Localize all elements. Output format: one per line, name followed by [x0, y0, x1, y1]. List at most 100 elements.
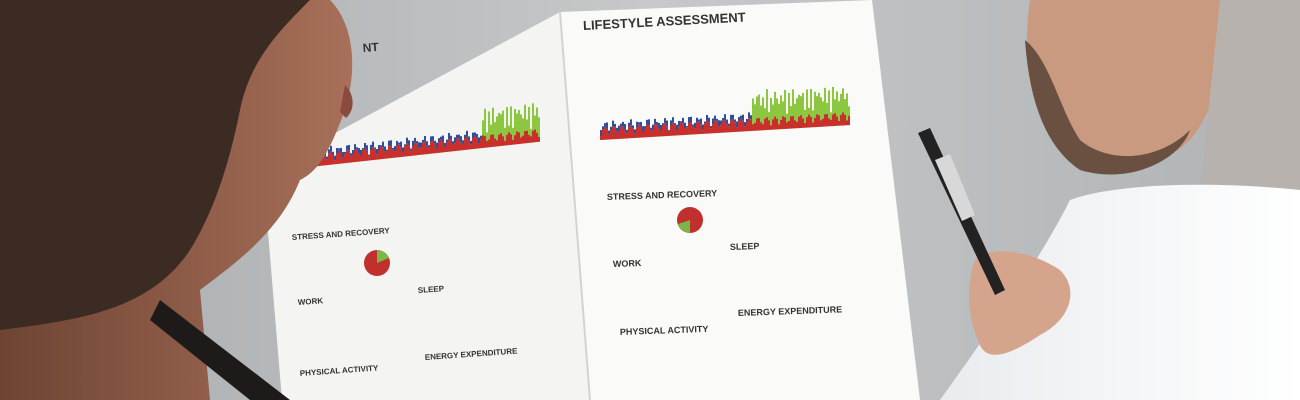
chart-stripe	[430, 136, 432, 143]
chart-stripe	[672, 117, 674, 123]
chart-stripe	[758, 118, 760, 131]
chart-stripe	[664, 118, 666, 124]
chart-stripe	[352, 150, 354, 155]
chart-stripe	[700, 124, 702, 134]
chart-stripe	[698, 121, 700, 135]
chart-stripe	[326, 159, 328, 166]
chart-stripe	[502, 110, 504, 137]
chart-stripe	[390, 140, 392, 146]
chart-stripe	[536, 107, 538, 133]
chart-stripe	[340, 147, 342, 153]
chart-stripe	[376, 154, 378, 160]
chart-stripe	[454, 137, 456, 144]
chart-stripe	[658, 127, 660, 137]
chart-stripe	[614, 127, 616, 140]
chart-stripe	[610, 130, 612, 140]
chart-stripe	[348, 150, 350, 163]
section-title: SLEEP	[418, 284, 445, 295]
chart-stripe	[508, 125, 510, 133]
chart-stripe	[792, 116, 794, 129]
chart-stripe	[770, 97, 772, 126]
chart-stripe	[730, 114, 732, 121]
chart-stripe	[504, 127, 506, 141]
chart-stripe	[740, 115, 742, 119]
chart-stripe	[674, 123, 676, 125]
chart-stripe	[452, 141, 454, 145]
chart-stripe	[620, 123, 622, 127]
chart-stripe	[674, 124, 676, 136]
chart-stripe	[834, 99, 836, 114]
chart-stripe	[346, 145, 348, 151]
chart-stripe	[816, 114, 818, 128]
chart-stripe	[394, 146, 396, 152]
chart-stripe	[396, 146, 398, 158]
chart-stripe	[812, 110, 814, 123]
chart-stripe	[610, 126, 612, 131]
chart-stripe	[794, 120, 796, 129]
section-title: PHYSICAL ACTIVITY	[620, 324, 709, 337]
chart-stripe	[644, 128, 646, 138]
chart-stripe	[352, 154, 354, 163]
chart-stripe	[402, 147, 404, 153]
chart-stripe	[748, 118, 750, 132]
chart-stripe	[484, 108, 486, 137]
chart-stripe	[400, 141, 402, 148]
chart-stripe	[464, 134, 466, 139]
chart-stripe	[652, 129, 654, 137]
chart-stripe	[676, 124, 678, 131]
chart-stripe	[800, 96, 802, 116]
chart-stripe	[460, 142, 462, 151]
chart-stripe	[714, 120, 716, 134]
chart-stripe	[624, 129, 626, 139]
chart-stripe	[774, 116, 776, 130]
chart-stripe	[802, 92, 804, 119]
chart-stripe	[720, 125, 722, 133]
chart-stripe	[796, 121, 798, 129]
chart-stripe	[534, 115, 536, 130]
chart-stripe	[790, 116, 792, 129]
chart-stripe	[384, 146, 386, 152]
chart-stripe	[686, 127, 688, 135]
chart-stripe	[846, 93, 848, 121]
chart-stripe	[716, 121, 718, 134]
chart-stripe	[486, 140, 488, 148]
chart-stripe	[518, 109, 520, 133]
chart-stripe	[354, 149, 356, 163]
chart-stripe	[734, 119, 736, 123]
chart-stripe	[832, 86, 834, 115]
chart-stripe	[632, 128, 634, 139]
chart-stripe	[510, 134, 512, 145]
chart-stripe	[732, 114, 734, 120]
chart-stripe	[704, 121, 706, 124]
chart-stripe	[516, 113, 518, 132]
chart-stripe	[368, 156, 370, 161]
chart-stripe	[724, 114, 726, 121]
chart-stripe	[490, 124, 492, 135]
chart-stripe	[332, 151, 334, 155]
chart-stripe	[372, 147, 374, 161]
section-title: WORK	[298, 296, 324, 307]
chart-stripe	[370, 150, 372, 161]
chart-stripe	[530, 128, 532, 137]
chart-stripe	[742, 114, 744, 121]
chart-stripe	[728, 123, 730, 127]
chart-stripe	[328, 149, 330, 154]
chart-stripe	[524, 130, 526, 144]
chart-stripe	[662, 124, 664, 137]
chart-stripe	[682, 117, 684, 124]
chart-stripe	[508, 132, 510, 146]
chart-stripe	[754, 104, 756, 123]
chart-stripe	[484, 136, 486, 148]
chart-stripe	[388, 140, 390, 147]
chart-stripe	[334, 160, 336, 165]
chart-stripe	[464, 138, 466, 150]
chart-stripe	[470, 144, 472, 150]
chart-stripe	[410, 148, 412, 151]
chart-stripe	[750, 115, 752, 120]
chart-stripe	[626, 132, 628, 139]
chart-stripe	[780, 95, 782, 120]
chart-stripe	[664, 123, 666, 137]
woman-hair	[0, 0, 310, 330]
chart-stripe	[492, 107, 494, 135]
